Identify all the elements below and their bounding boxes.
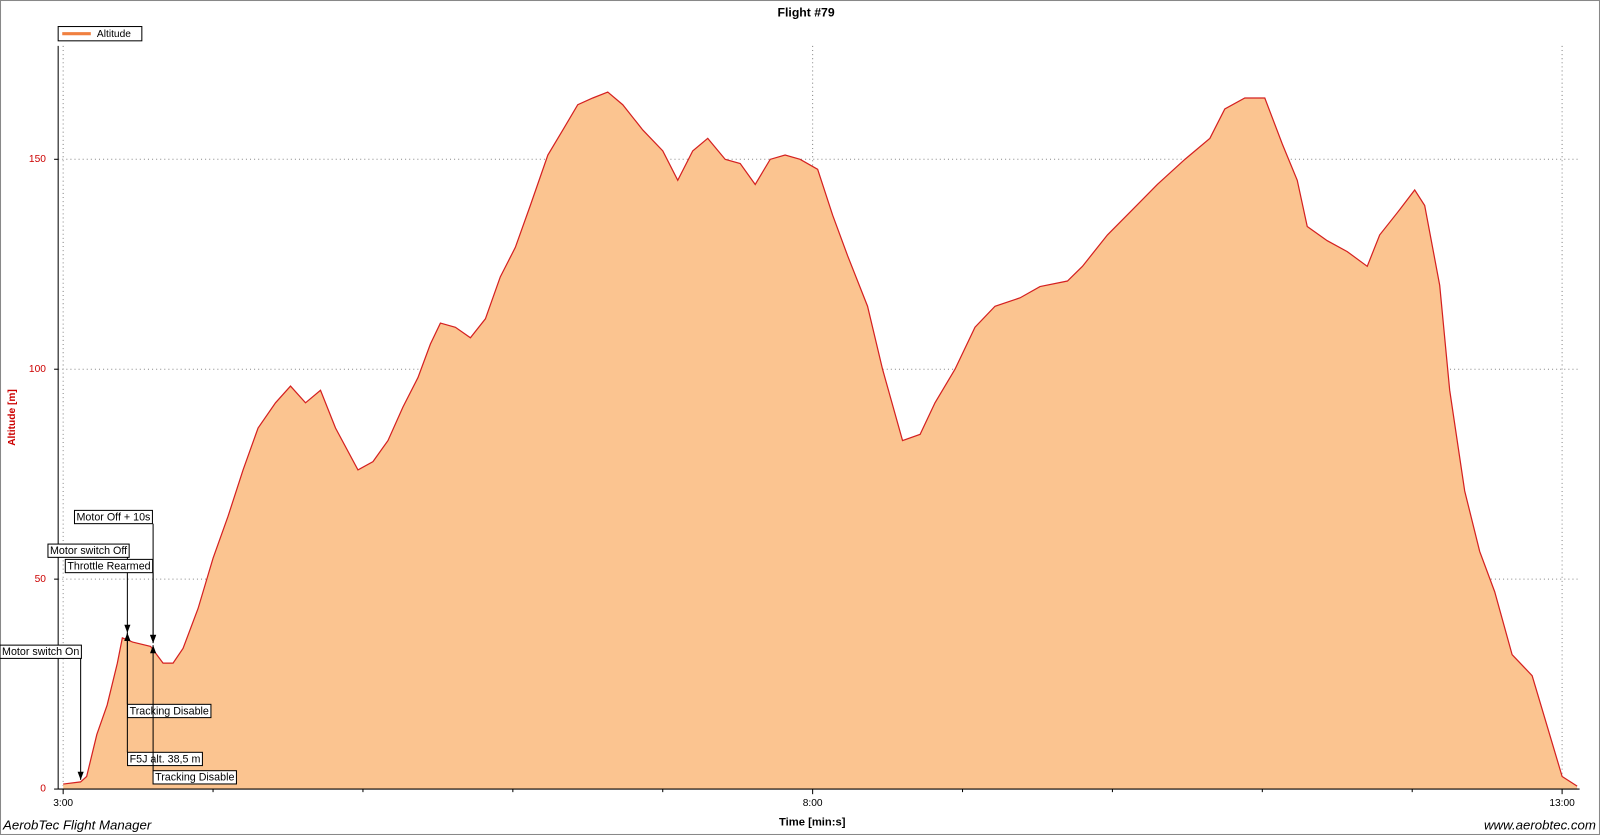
y-tick-label: 150 bbox=[29, 154, 46, 165]
x-tick-label: 13:00 bbox=[1549, 798, 1575, 809]
y-axis-label: Altitude [m] bbox=[7, 389, 18, 446]
x-tick-label: 3:00 bbox=[53, 798, 73, 809]
annotation-label: Tracking Disable bbox=[130, 705, 209, 717]
y-tick-label: 50 bbox=[35, 574, 47, 585]
annotation-arrow bbox=[124, 632, 131, 642]
annotation-arrow bbox=[77, 771, 84, 780]
annotation-label: Tracking Disable bbox=[155, 772, 234, 784]
legend-label: Altitude bbox=[97, 29, 131, 40]
annotation-arrow bbox=[150, 645, 157, 654]
y-tick-label: 0 bbox=[40, 784, 46, 795]
area bbox=[63, 92, 1578, 790]
annotation-box bbox=[152, 770, 237, 785]
annotation-label: Motor Off + 10s bbox=[77, 511, 151, 523]
footer-right: www.aerobtec.com bbox=[1484, 817, 1596, 832]
annotation-box bbox=[73, 509, 153, 525]
annotation-box bbox=[0, 644, 82, 659]
y-tick-label: 100 bbox=[29, 364, 46, 375]
annotation-label: F5J alt. 38,5 m bbox=[130, 753, 201, 765]
annotation-box bbox=[47, 543, 130, 558]
annotation-arrow bbox=[124, 624, 131, 633]
footer-left: AerobTec Flight Manager bbox=[2, 817, 152, 832]
annotation-arrow bbox=[150, 634, 157, 644]
annotation-label: Throttle Rearmed bbox=[67, 560, 150, 572]
annotation-label: Motor switch On bbox=[2, 646, 79, 658]
legend-box bbox=[57, 26, 143, 42]
line bbox=[63, 91, 1578, 787]
x-tick-label: 8:00 bbox=[803, 798, 823, 809]
x-axis-label: Time [min:s] bbox=[779, 817, 846, 829]
annotation-box bbox=[127, 751, 203, 767]
chart-title: Flight #79 bbox=[778, 6, 835, 20]
annotation-label: Motor switch Off bbox=[50, 545, 127, 557]
